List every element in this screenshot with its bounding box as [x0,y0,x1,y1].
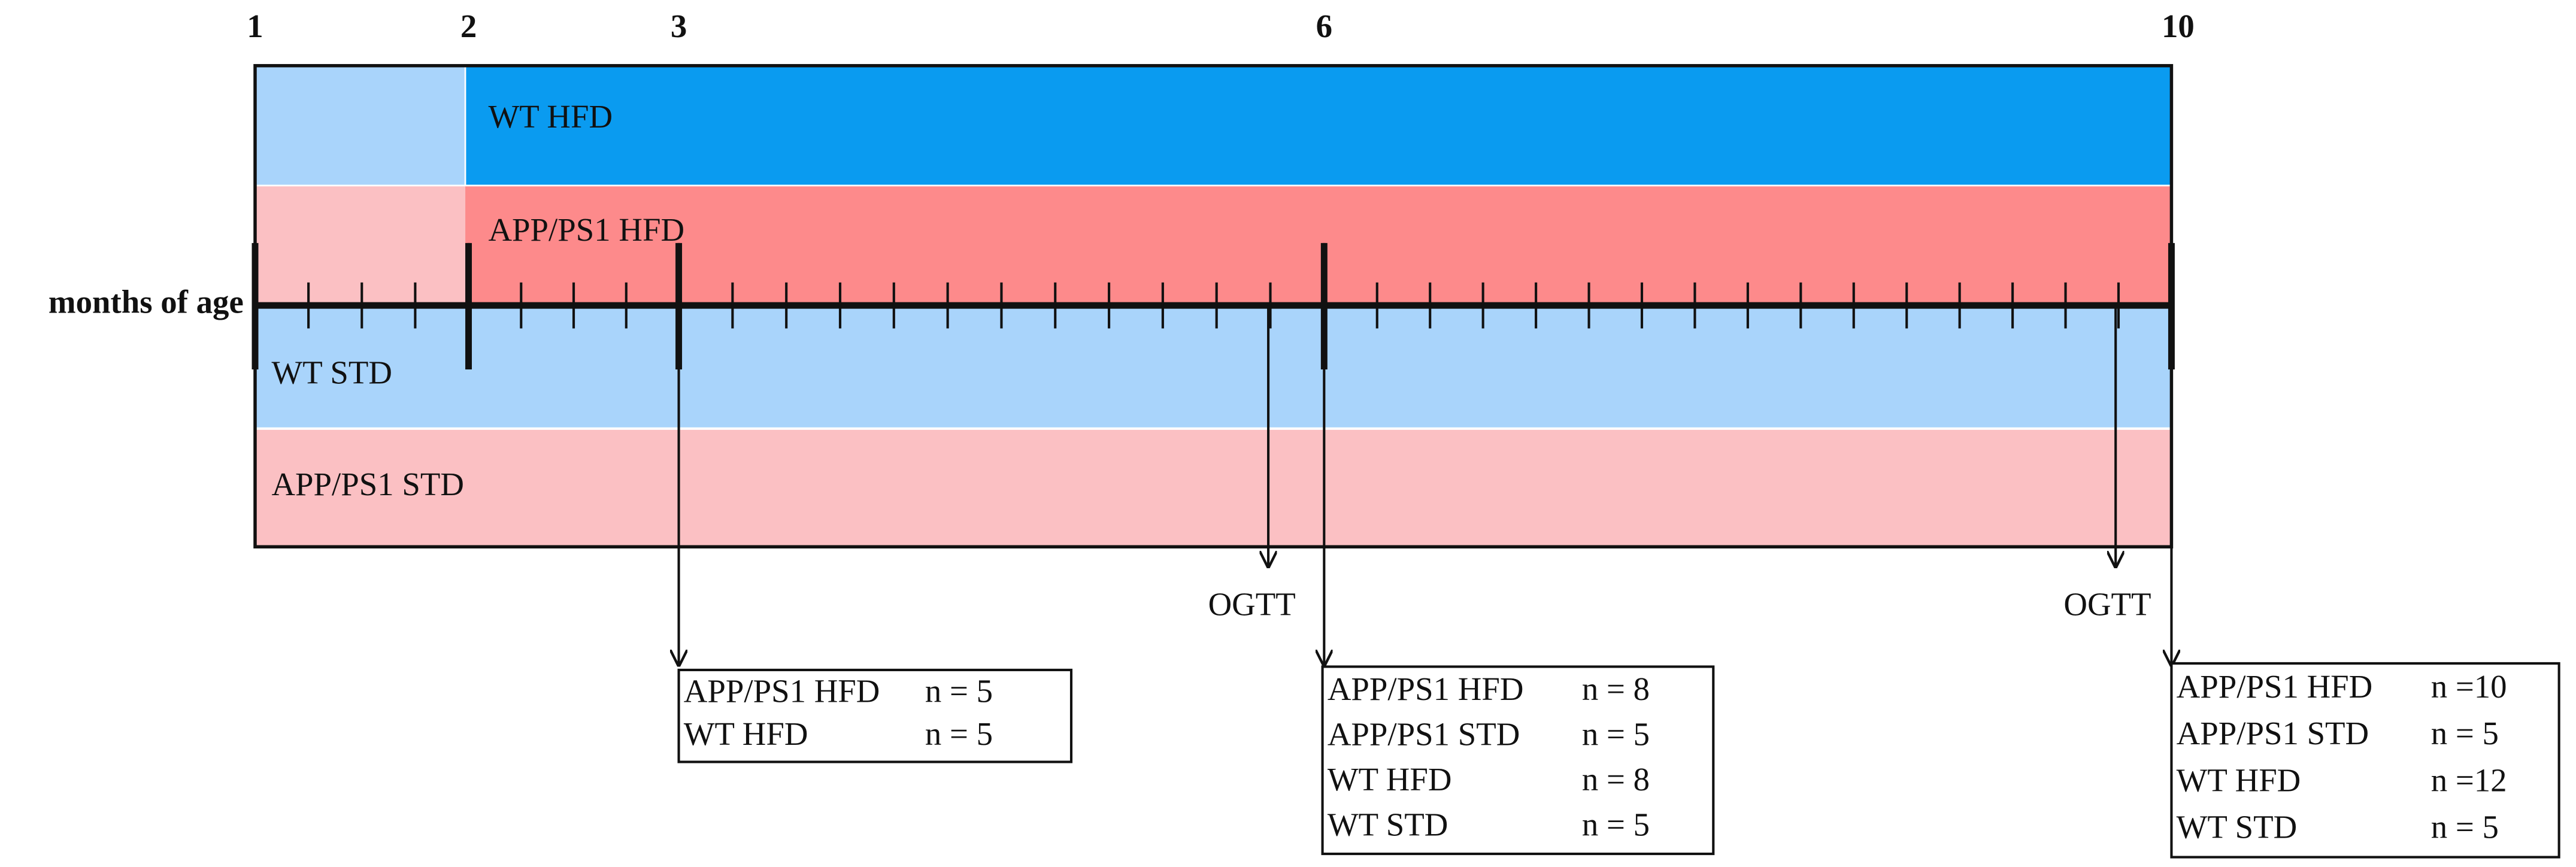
cohort-group: APP/PS1 STD [2177,715,2369,751]
app-hfd-pre [255,185,466,306]
cohort-group: APP/PS1 HFD [684,673,880,710]
wt-hfd-pre [255,65,466,186]
month-label: 1 [247,8,263,44]
cohort-n: n =10 [2431,668,2507,705]
month-label: 6 [1316,8,1332,44]
month-label: 2 [460,8,477,44]
cohort-n: n = 5 [925,716,993,752]
cohort-group: APP/PS1 HFD [2177,668,2373,705]
month-label: 10 [2162,8,2195,44]
cohort-box [2170,662,2560,859]
app-std-bar [255,428,2172,547]
cohort-group: WT HFD [1328,761,1452,798]
cohort-n: n = 5 [2431,809,2499,845]
cohort-group: APP/PS1 STD [1328,716,1520,753]
wt-std-bar [255,305,2172,429]
row-label: WT HFD [488,98,613,135]
row-label: WT STD [271,354,392,391]
cohort-n: n = 5 [1582,716,1650,753]
cohort-group: WT HFD [684,716,808,752]
ogtt-label: OGTT [2063,586,2151,622]
ogtt-label: OGTT [1208,586,1296,622]
row-label: APP/PS1 STD [271,466,464,502]
cohort-box [1321,665,1715,856]
cohort-n: n = 8 [1582,671,1650,707]
cohort-group: WT STD [2177,809,2298,845]
cohort-group: WT HFD [2177,762,2301,798]
month-label: 3 [671,8,687,44]
cohort-group: APP/PS1 HFD [1328,671,1524,707]
cohort-n: n = 5 [2431,715,2499,751]
axis-label: months of age [49,284,244,320]
cohort-n: n = 8 [1582,761,1650,798]
cohort-n: n = 5 [1582,806,1650,842]
cohort-group: WT STD [1328,806,1448,842]
app-hfd-bar [465,185,2172,306]
cohort-n: n = 5 [925,673,993,710]
cohort-box [677,668,1073,763]
row-label: APP/PS1 HFD [488,211,684,248]
wt-hfd-bar [465,65,2172,186]
cohort-n: n =12 [2431,762,2507,798]
